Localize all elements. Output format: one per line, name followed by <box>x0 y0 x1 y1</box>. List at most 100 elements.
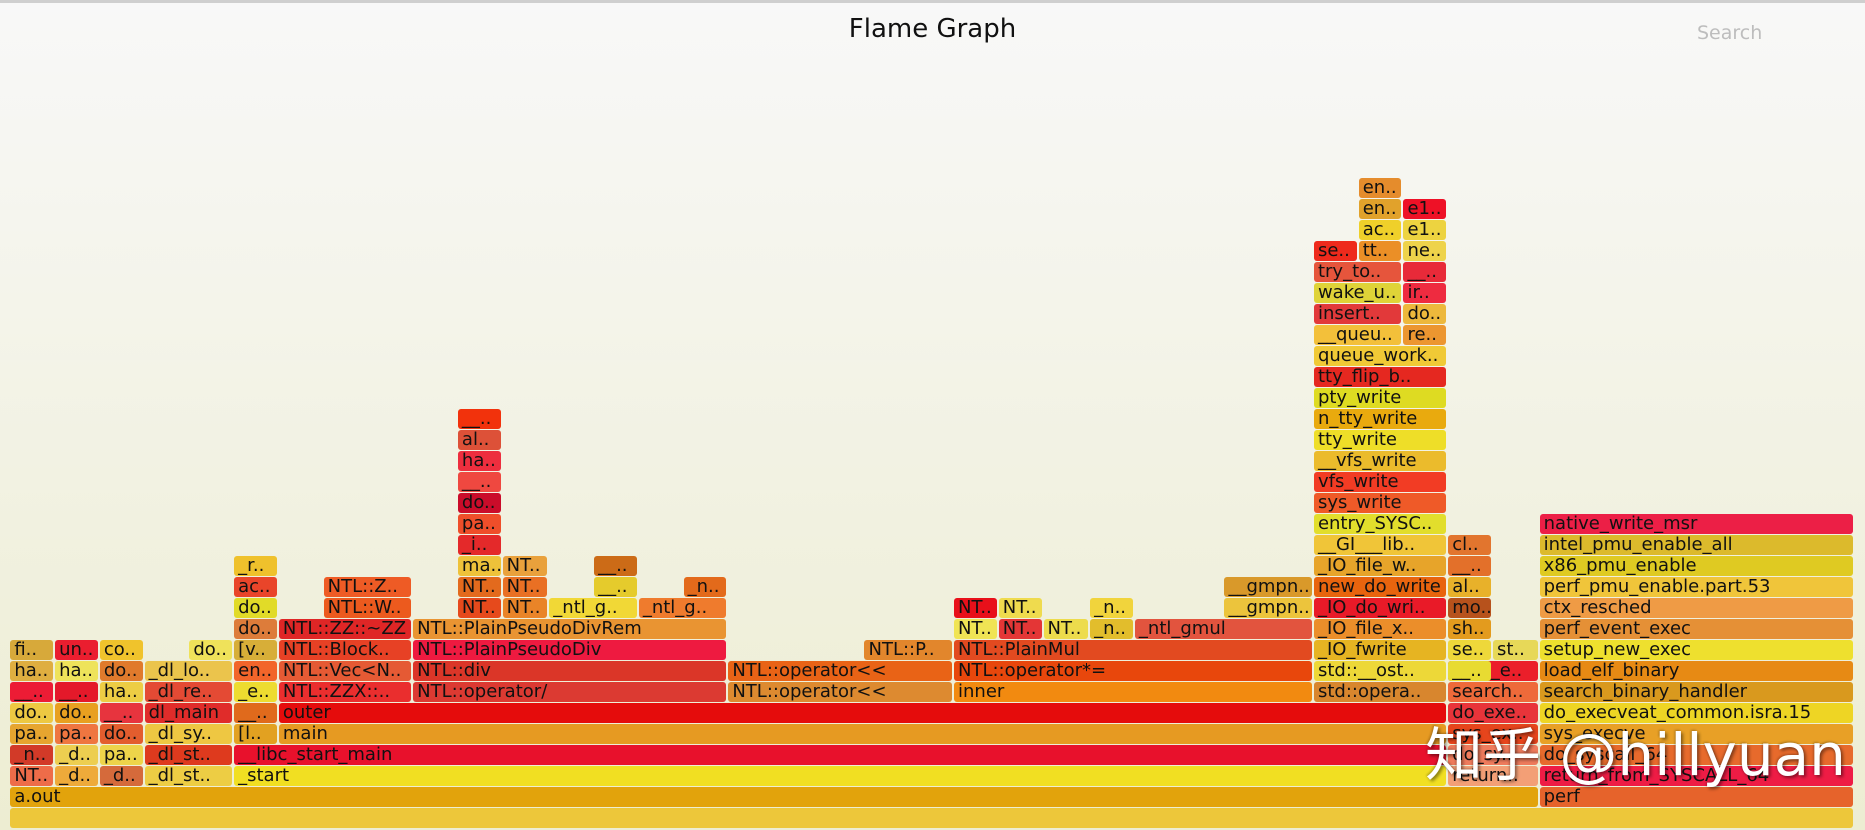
flame-frame[interactable]: _n.. <box>1090 598 1133 618</box>
flame-frame[interactable]: a.out <box>10 787 1538 807</box>
flame-frame[interactable]: ma.. <box>457 556 501 576</box>
flame-frame[interactable]: NT.. <box>10 766 54 786</box>
flame-frame[interactable]: queue_work.. <box>1313 346 1447 366</box>
flame-frame[interactable]: do.. <box>99 724 143 744</box>
flame-frame[interactable]: std::__ost.. <box>1313 661 1447 681</box>
flame-frame[interactable]: _start <box>234 766 1447 786</box>
flame-frame[interactable]: co.. <box>99 640 143 660</box>
flame-frame[interactable]: _IO_file_w.. <box>1313 556 1447 576</box>
flame-frame[interactable]: en.. <box>1358 178 1402 198</box>
flame-frame[interactable]: insert.. <box>1313 304 1402 324</box>
flame-frame[interactable]: NT.. <box>998 598 1042 618</box>
flame-frame[interactable]: ctx_resched <box>1539 598 1853 618</box>
flame-frame[interactable]: ac.. <box>234 577 277 597</box>
flame-frame[interactable]: NTL::operator<< <box>728 682 952 702</box>
flame-frame[interactable]: _dl_re.. <box>144 682 233 702</box>
flame-frame[interactable]: perf_pmu_enable.part.53 <box>1539 577 1853 597</box>
flame-frame[interactable]: wake_u.. <box>1313 283 1402 303</box>
flame-frame[interactable]: do.. <box>55 703 98 723</box>
flame-frame[interactable]: entry_SYSC.. <box>1313 514 1447 534</box>
flame-frame[interactable]: outer <box>278 703 1447 723</box>
flame-frame[interactable]: __.. <box>594 577 637 597</box>
flame-frame[interactable]: ha.. <box>457 451 501 471</box>
flame-frame[interactable]: __.. <box>594 556 637 576</box>
flame-frame[interactable]: ha.. <box>55 661 98 681</box>
flame-frame[interactable]: se.. <box>1448 640 1491 660</box>
flame-frame[interactable]: return_from_SYSCALL_64 <box>1539 766 1853 786</box>
flame-frame[interactable]: NT.. <box>502 577 548 597</box>
flame-frame[interactable]: _i.. <box>457 535 501 555</box>
flame-frame[interactable]: NTL::W.. <box>323 598 412 618</box>
flame-frame[interactable]: _e.. <box>234 682 277 702</box>
flame-frame[interactable]: do_syscall_64 <box>1539 745 1853 765</box>
flame-frame[interactable]: do.. <box>189 640 233 660</box>
flame-frame[interactable]: main <box>278 724 1447 744</box>
flame-frame[interactable]: __vfs_write <box>1313 451 1447 471</box>
flame-frame[interactable]: _d.. <box>55 745 98 765</box>
flame-frame[interactable]: al.. <box>457 430 501 450</box>
flame-frame[interactable]: load_elf_binary <box>1539 661 1853 681</box>
flame-frame[interactable]: al.. <box>1448 577 1491 597</box>
flame-frame[interactable]: _n.. <box>10 745 54 765</box>
flame-frame[interactable]: e1.. <box>1403 199 1447 219</box>
flame-frame[interactable]: fi.. <box>10 640 54 660</box>
flame-frame[interactable]: _dl_lo.. <box>144 661 233 681</box>
flame-frame[interactable]: __gmpn.. <box>1224 598 1312 618</box>
search-button[interactable]: Search <box>1697 22 1763 44</box>
flame-frame[interactable]: sys_ex.. <box>1448 724 1538 744</box>
flame-frame[interactable]: st.. <box>1493 640 1538 660</box>
flame-frame[interactable]: _ntl_g.. <box>638 598 727 618</box>
flame-frame[interactable]: n_tty_write <box>1313 409 1447 429</box>
flame-frame[interactable]: __queu.. <box>1313 325 1402 345</box>
flame-frame[interactable]: e1.. <box>1403 220 1447 240</box>
flame-frame[interactable]: _ntl_gmul <box>1134 619 1312 639</box>
flame-frame[interactable]: return.. <box>1448 766 1538 786</box>
flame-frame[interactable]: __.. <box>457 472 501 492</box>
flame-frame[interactable]: __.. <box>55 682 98 702</box>
flame-frame[interactable]: dl_main <box>144 703 233 723</box>
flame-frame[interactable]: sh.. <box>1448 619 1491 639</box>
flame-frame[interactable]: perf <box>1539 787 1853 807</box>
flame-frame[interactable]: NTL::PlainPseudoDivRem <box>413 619 727 639</box>
flame-frame[interactable]: __GI___lib.. <box>1313 535 1447 555</box>
flame-frame[interactable]: do_exe.. <box>1448 703 1538 723</box>
flame-frame[interactable]: _IO_file_x.. <box>1313 619 1447 639</box>
flame-frame[interactable]: NTL::div <box>413 661 727 681</box>
flame-frame[interactable]: _dl_st.. <box>144 766 233 786</box>
flame-frame[interactable]: NTL::Z.. <box>323 577 412 597</box>
flame-frame[interactable]: cl.. <box>1448 535 1491 555</box>
flame-frame[interactable]: NTL::ZZ::~ZZ <box>278 619 412 639</box>
flame-frame[interactable]: _n.. <box>1090 619 1133 639</box>
flame-frame[interactable]: NT.. <box>502 598 548 618</box>
flame-frame[interactable]: x86_pmu_enable <box>1539 556 1853 576</box>
flame-frame[interactable]: sys_execve <box>1539 724 1853 744</box>
flame-frame[interactable]: perf_event_exec <box>1539 619 1853 639</box>
flame-frame[interactable]: __.. <box>234 703 277 723</box>
flame-frame[interactable]: __.. <box>1448 661 1491 681</box>
flame-frame[interactable]: ir.. <box>1403 283 1447 303</box>
flame-frame[interactable]: ne.. <box>1403 241 1447 261</box>
flame-frame[interactable]: [l.. <box>234 724 277 744</box>
flame-frame[interactable]: new_do_write <box>1313 577 1447 597</box>
flame-frame[interactable]: [v.. <box>234 640 277 660</box>
flame-frame[interactable]: _IO_do_wri.. <box>1313 598 1447 618</box>
flame-frame[interactable]: do.. <box>1403 304 1447 324</box>
flame-frame[interactable]: NT.. <box>954 598 997 618</box>
flame-frame[interactable]: search_binary_handler <box>1539 682 1853 702</box>
flame-frame[interactable]: NT.. <box>457 598 501 618</box>
flame-frame[interactable]: ac.. <box>1358 220 1402 240</box>
flame-frame[interactable]: ha.. <box>99 682 143 702</box>
flame-frame[interactable]: do.. <box>99 661 143 681</box>
flame-frame[interactable]: do_execveat_common.isra.15 <box>1539 703 1853 723</box>
flame-frame[interactable]: NT.. <box>457 577 501 597</box>
flame-frame[interactable]: do.. <box>457 493 501 513</box>
flame-frame[interactable]: NTL::Vec<N.. <box>278 661 412 681</box>
flame-frame[interactable]: re.. <box>1403 325 1447 345</box>
flame-frame[interactable]: NT.. <box>502 556 548 576</box>
flame-frame[interactable]: tty_flip_b.. <box>1313 367 1447 387</box>
flame-frame[interactable]: NT.. <box>954 619 997 639</box>
flame-frame[interactable]: _dl_st.. <box>144 745 233 765</box>
flame-frame[interactable]: NT.. <box>998 619 1042 639</box>
flame-frame[interactable]: NTL::PlainMul <box>954 640 1312 660</box>
flame-frame[interactable]: _d.. <box>55 766 98 786</box>
